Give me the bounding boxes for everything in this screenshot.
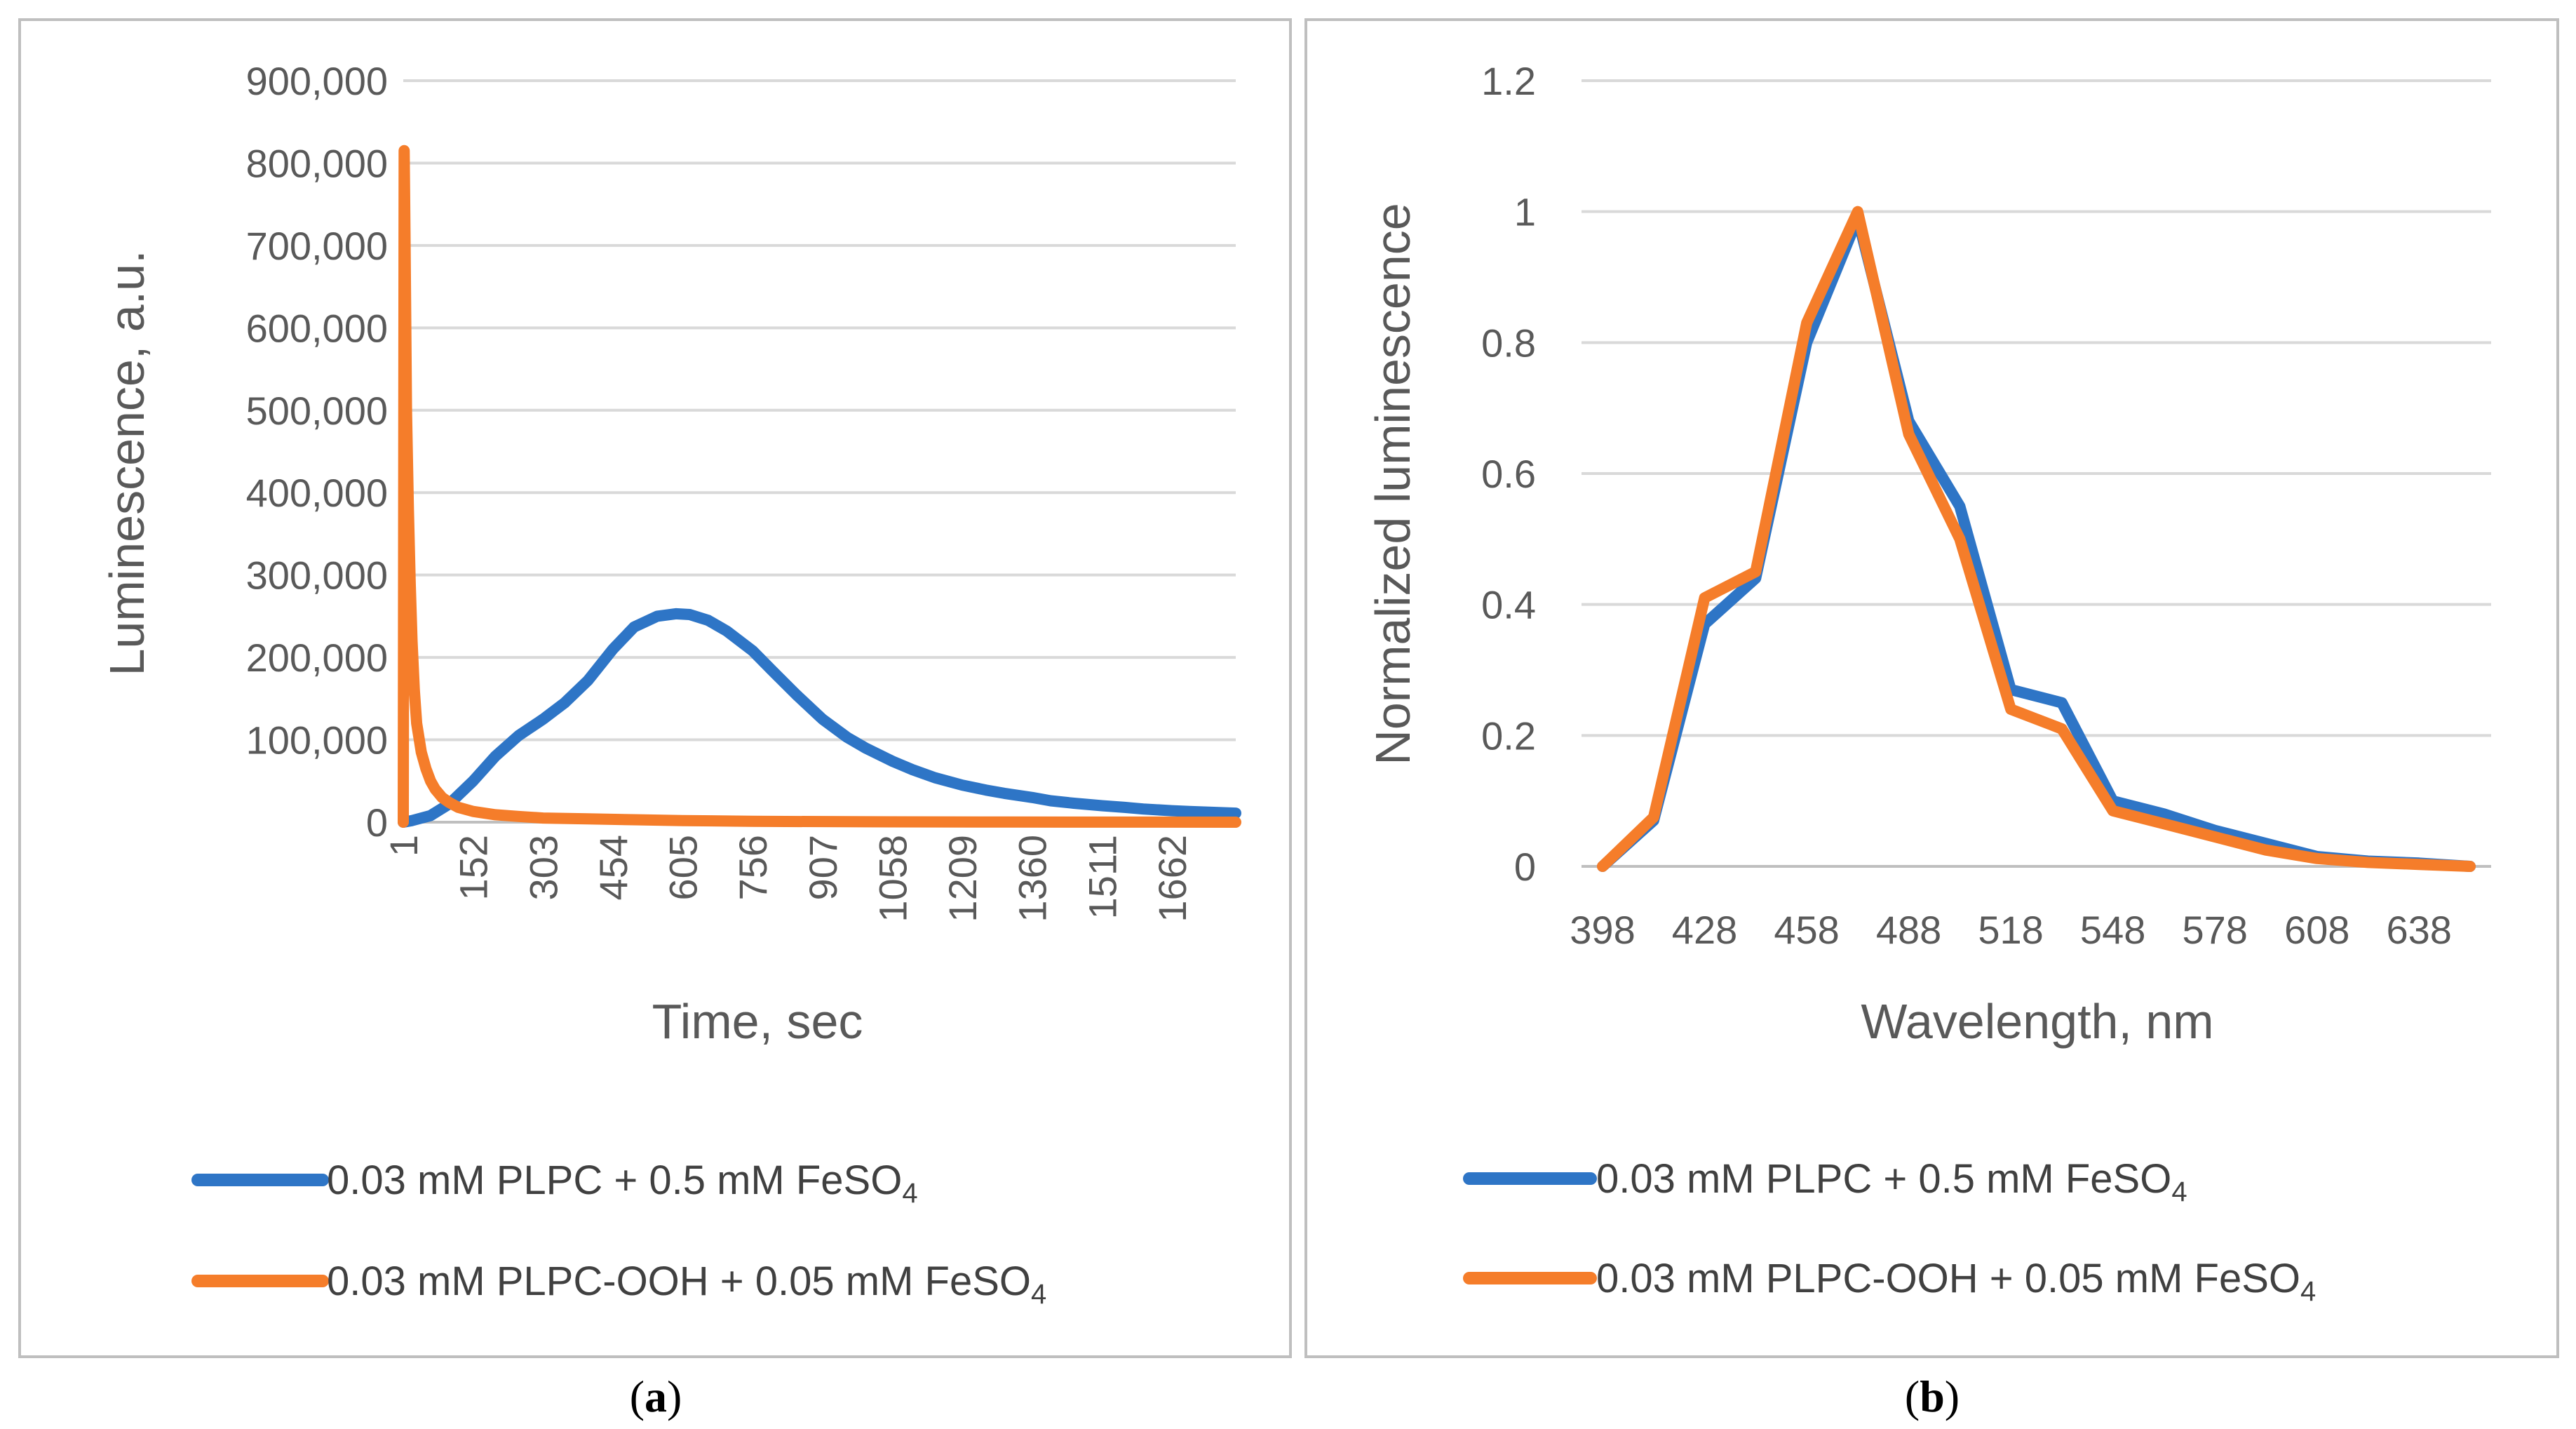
panel-a: 0 100,000 200,000 300,000 400,000 500,000 600,… bbox=[18, 18, 1292, 1358]
panel-a-y-tick-label: 100,000 bbox=[246, 718, 388, 763]
panel-a-x-tick-labels: 1 152 303 454 605 756 907 1058 1209 1360 1511 1662 bbox=[382, 835, 1194, 923]
panel-a-y-tick-label: 600,000 bbox=[246, 306, 388, 350]
panel-b-x-tick-label: 608 bbox=[2284, 908, 2349, 952]
panel-a-frame bbox=[18, 18, 1292, 1358]
panel-a-x-tick-label: 303 bbox=[521, 835, 565, 900]
panel-a-x-tick-label: 152 bbox=[452, 835, 496, 900]
panel-a-x-tick-label: 1662 bbox=[1150, 835, 1194, 923]
panel-a-y-tick-labels: 0 100,000 200,000 300,000 400,000 500,000 600,… bbox=[246, 59, 388, 845]
panel-b-legend-label-1: 0.03 mM PLPC + 0.5 mM FeSO4 bbox=[1596, 1156, 2187, 1207]
panel-a-x-tick-label: 454 bbox=[591, 835, 635, 900]
panel-b-x-tick-label: 548 bbox=[2080, 908, 2145, 952]
panel-a-y-tick-label: 0 bbox=[366, 800, 388, 845]
panel-b-legend-label-2: 0.03 mM PLPC-OOH + 0.05 mM FeSO4 bbox=[1596, 1256, 2316, 1307]
panel-a-legend-entry-2[interactable]: 0.03 mM PLPC-OOH + 0.05 mM FeSO4 bbox=[191, 1259, 1046, 1310]
panel-b-y-tick-label: 0 bbox=[1514, 845, 1536, 889]
panel-a-x-tick-label: 605 bbox=[661, 835, 706, 900]
panel-b-x-tick-label: 428 bbox=[1672, 908, 1737, 952]
panel-b-y-axis-title: Normalized luminescence bbox=[1365, 203, 1420, 765]
panel-b-y-tick-label: 0.6 bbox=[1481, 452, 1536, 496]
panel-b-legend-entry-2[interactable]: 0.03 mM PLPC-OOH + 0.05 mM FeSO4 bbox=[1463, 1256, 2316, 1307]
panel-b-x-tick-labels: 398 428 458 488 518 548 578 608 638 bbox=[1570, 908, 2452, 952]
panel-b-x-tick-label: 398 bbox=[1570, 908, 1635, 952]
panel-a-x-tick-label: 1360 bbox=[1011, 835, 1055, 923]
panel-a-legend-label-2: 0.03 mM PLPC-OOH + 0.05 mM FeSO4 bbox=[327, 1259, 1046, 1310]
panel-b-x-tick-label: 518 bbox=[1978, 908, 2043, 952]
panel-a-y-tick-label: 900,000 bbox=[246, 59, 388, 103]
panel-a-y-tick-label: 500,000 bbox=[246, 389, 388, 433]
panel-b-frame bbox=[1304, 18, 2559, 1358]
panel-a-y-tick-label: 400,000 bbox=[246, 471, 388, 515]
panel-b-series-line-2 bbox=[1597, 206, 2476, 872]
panel-b-series bbox=[1597, 206, 2476, 872]
panel-b-x-axis-title: Wavelength, nm bbox=[1861, 994, 2213, 1049]
panel-a-series bbox=[398, 145, 1241, 828]
panel-a-x-tick-label: 1 bbox=[382, 835, 426, 857]
panel-a-x-axis-title: Time, sec bbox=[652, 994, 863, 1049]
panel-a-x-tick-label: 907 bbox=[801, 835, 845, 900]
panel-b-x-tick-label: 488 bbox=[1876, 908, 1941, 952]
panel-a-y-tick-label: 700,000 bbox=[246, 224, 388, 268]
panel-a-y-tick-label: 300,000 bbox=[246, 554, 388, 598]
panel-b-caption: (b) bbox=[1905, 1371, 1960, 1421]
panel-a-caption: (a) bbox=[630, 1371, 682, 1421]
panel-a-x-tick-label: 1058 bbox=[870, 835, 915, 923]
panel-b-x-tick-label: 458 bbox=[1774, 908, 1839, 952]
panel-b-y-tick-label: 1 bbox=[1514, 190, 1536, 234]
panel-a-y-tick-label: 800,000 bbox=[246, 141, 388, 185]
panel-a-x-tick-label: 1511 bbox=[1080, 835, 1124, 919]
panel-b-y-tick-label: 1.2 bbox=[1481, 59, 1536, 103]
panel-b-legend: 0.03 mM PLPC + 0.5 mM FeSO4 0.03 mM PLPC… bbox=[1463, 1156, 2316, 1307]
panel-a-series-line-2 bbox=[398, 145, 1241, 828]
panel-a-y-tick-label: 200,000 bbox=[246, 636, 388, 680]
panel-b-y-tick-label: 0.2 bbox=[1481, 713, 1536, 758]
panel-a-y-axis-title: Luminescence, a.u. bbox=[100, 250, 154, 676]
panel-b-y-tick-labels: 0 0.2 0.4 0.6 0.8 1 1.2 bbox=[1481, 59, 1536, 889]
panel-b-x-tick-label: 638 bbox=[2387, 908, 2452, 952]
panel-a-x-tick-label: 1209 bbox=[940, 835, 985, 923]
panel-b: 0 0.2 0.4 0.6 0.8 1 1.2 398 428 458 488 518 548 578 6… bbox=[1304, 18, 2559, 1358]
panel-b-y-tick-label: 0.4 bbox=[1481, 583, 1536, 627]
panel-a-legend-entry-1[interactable]: 0.03 mM PLPC + 0.5 mM FeSO4 bbox=[191, 1158, 918, 1209]
panel-b-legend-entry-1[interactable]: 0.03 mM PLPC + 0.5 mM FeSO4 bbox=[1463, 1156, 2187, 1207]
panel-a-gridlines bbox=[403, 79, 1236, 742]
panel-a-x-tick-label: 756 bbox=[731, 835, 775, 900]
panel-b-x-tick-label: 578 bbox=[2182, 908, 2247, 952]
panel-b-y-tick-label: 0.8 bbox=[1481, 321, 1536, 365]
panel-a-series-line-1 bbox=[398, 608, 1241, 828]
panel-a-legend: 0.03 mM PLPC + 0.5 mM FeSO4 0.03 mM PLPC… bbox=[191, 1158, 1046, 1310]
panel-a-legend-label-1: 0.03 mM PLPC + 0.5 mM FeSO4 bbox=[327, 1158, 918, 1209]
